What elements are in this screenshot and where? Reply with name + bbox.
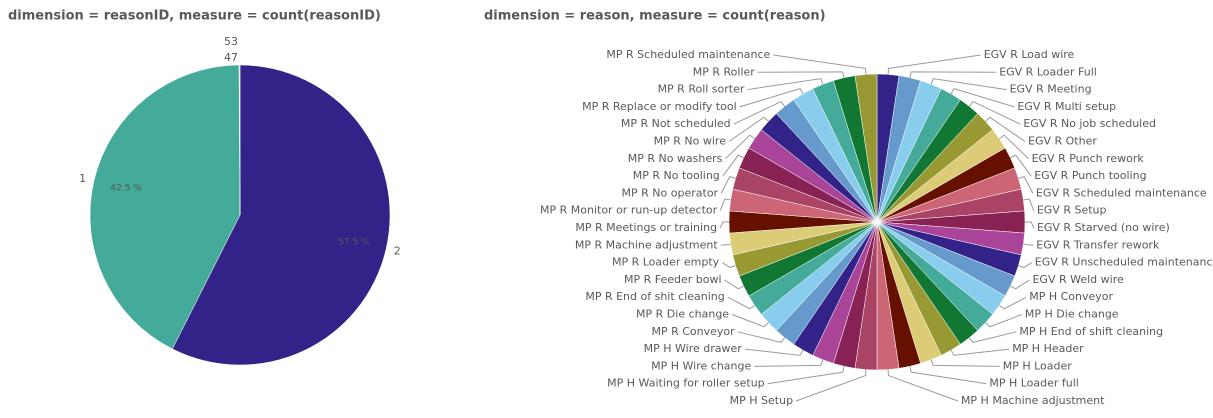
slice-label: 47: [224, 51, 238, 64]
slice-label: MP R Meetings or training: [575, 221, 717, 234]
slice-label: MP H Loader full: [989, 377, 1079, 390]
slice-label: MP R Roller: [693, 65, 756, 78]
leader-line: [733, 100, 786, 125]
pie-slice: [89, 64, 241, 350]
slice-label: EGV R Scheduled maintenance: [1036, 186, 1207, 199]
slice-label: MP R Machine adjustment: [575, 238, 719, 251]
leader-line: [1010, 154, 1032, 177]
leader-line: [757, 71, 845, 78]
slice-label: 53: [224, 35, 238, 48]
leader-line: [909, 71, 997, 78]
chart-title: dimension = reason, measure = count(reas…: [484, 9, 826, 24]
slice-label: MP H Die change: [1025, 308, 1119, 321]
leader-line: [1018, 176, 1034, 194]
slice-label: MP H Setup: [730, 394, 793, 407]
slice-label: MP H Wire change: [651, 359, 751, 372]
leader-line: [739, 88, 804, 108]
slice-label: MP R Roll sorter: [658, 83, 745, 96]
leader-line: [930, 78, 1007, 91]
slice-label: EGV R No job scheduled: [1023, 117, 1156, 130]
leader-line: [909, 366, 987, 385]
leader-line: [950, 348, 1010, 356]
slice-label: EGV R Load wire: [984, 48, 1075, 61]
slice-label: EGV R Unscheduled maintenance: [1035, 256, 1213, 269]
slice-label: EGV R Other: [1028, 135, 1097, 148]
slice-label: EGV R Meeting: [1010, 83, 1092, 96]
slice-label: EGV R Punch rework: [1032, 152, 1145, 165]
leader-line: [985, 116, 1026, 142]
value-label: 57.5 %: [338, 238, 370, 248]
leader-line: [725, 134, 755, 160]
slice-label: MP H Waiting for roller setup: [607, 377, 764, 390]
leader-line: [724, 279, 744, 290]
slice-label: MP H Conveyor: [1029, 290, 1113, 303]
value-label: 42.5 %: [110, 184, 142, 194]
slice-label: MP H Machine adjustment: [961, 394, 1105, 407]
pie-slice: [172, 64, 391, 366]
leader-line: [950, 88, 1015, 108]
leader-line: [727, 296, 755, 310]
slice-label: EGV R Starved (no wire): [1037, 221, 1170, 234]
slice-label: MP R Die change: [636, 308, 729, 321]
leader-line: [773, 54, 867, 75]
slice-label: MP R Monitor or run-up detector: [540, 204, 718, 217]
leader-line: [720, 243, 731, 246]
leader-line: [1018, 262, 1033, 268]
leader-line: [1010, 279, 1030, 290]
slice-label: MP H Wire drawer: [644, 342, 743, 355]
slice-label: EGV R Transfer rework: [1036, 238, 1160, 251]
leader-line: [930, 359, 1000, 367]
leader-line: [767, 366, 845, 385]
leader-line: [985, 314, 1023, 328]
leader-line: [754, 359, 824, 367]
slice-label: MP R End of shit cleaning: [585, 290, 724, 303]
leader-line: [737, 331, 786, 343]
leader-line: [719, 221, 729, 229]
leader-line: [720, 176, 736, 194]
chart-title: dimension = reasonID, measure = count(re…: [8, 9, 381, 24]
slice-label: EGV R Weld wire: [1032, 273, 1124, 286]
slice-label: MP R No wire: [654, 135, 727, 148]
slice-label: MP H Loader: [1003, 359, 1073, 372]
leader-line: [887, 54, 981, 75]
leader-line: [795, 369, 867, 402]
slice-label: MP R No tooling: [633, 169, 720, 182]
leader-line: [1023, 243, 1034, 246]
slice-label: MP R Loader empty: [612, 256, 720, 269]
slice-label: MP R No washers: [628, 152, 723, 165]
slice-label: MP R Not scheduled: [621, 117, 731, 130]
leader-line: [719, 198, 731, 211]
leader-line: [721, 262, 736, 268]
leader-line: [999, 296, 1027, 310]
leader-line: [744, 348, 804, 356]
slice-label: EGV R Multi setup: [1017, 100, 1116, 113]
slice-label: EGV R Setup: [1037, 204, 1107, 217]
leader-line: [731, 314, 769, 328]
leader-line: [968, 100, 1021, 125]
slice-label: MP H End of shift cleaning: [1019, 325, 1163, 338]
slice-label: 2: [394, 245, 401, 258]
leader-line: [999, 134, 1029, 160]
slice-label: MP R Feeder bowl: [624, 273, 722, 286]
leader-line: [747, 78, 824, 91]
slice-label: MP R Replace or modify tool: [582, 100, 737, 113]
leader-line: [728, 116, 769, 142]
slice-label: MP R Scheduled maintenance: [606, 48, 770, 61]
slice-label: MP H Header: [1012, 342, 1084, 355]
leader-line: [1025, 221, 1035, 229]
leader-line: [968, 331, 1017, 343]
leader-line: [722, 154, 744, 177]
slice-label: 1: [79, 172, 86, 185]
slice-label: MP R Conveyor: [651, 325, 735, 338]
slice-label: EGV R Loader Full: [999, 65, 1097, 78]
slice-label: EGV R Punch tooling: [1034, 169, 1146, 182]
leader-line: [887, 369, 959, 402]
leader-line: [1023, 198, 1035, 211]
slice-label: MP R No operator: [622, 186, 719, 199]
